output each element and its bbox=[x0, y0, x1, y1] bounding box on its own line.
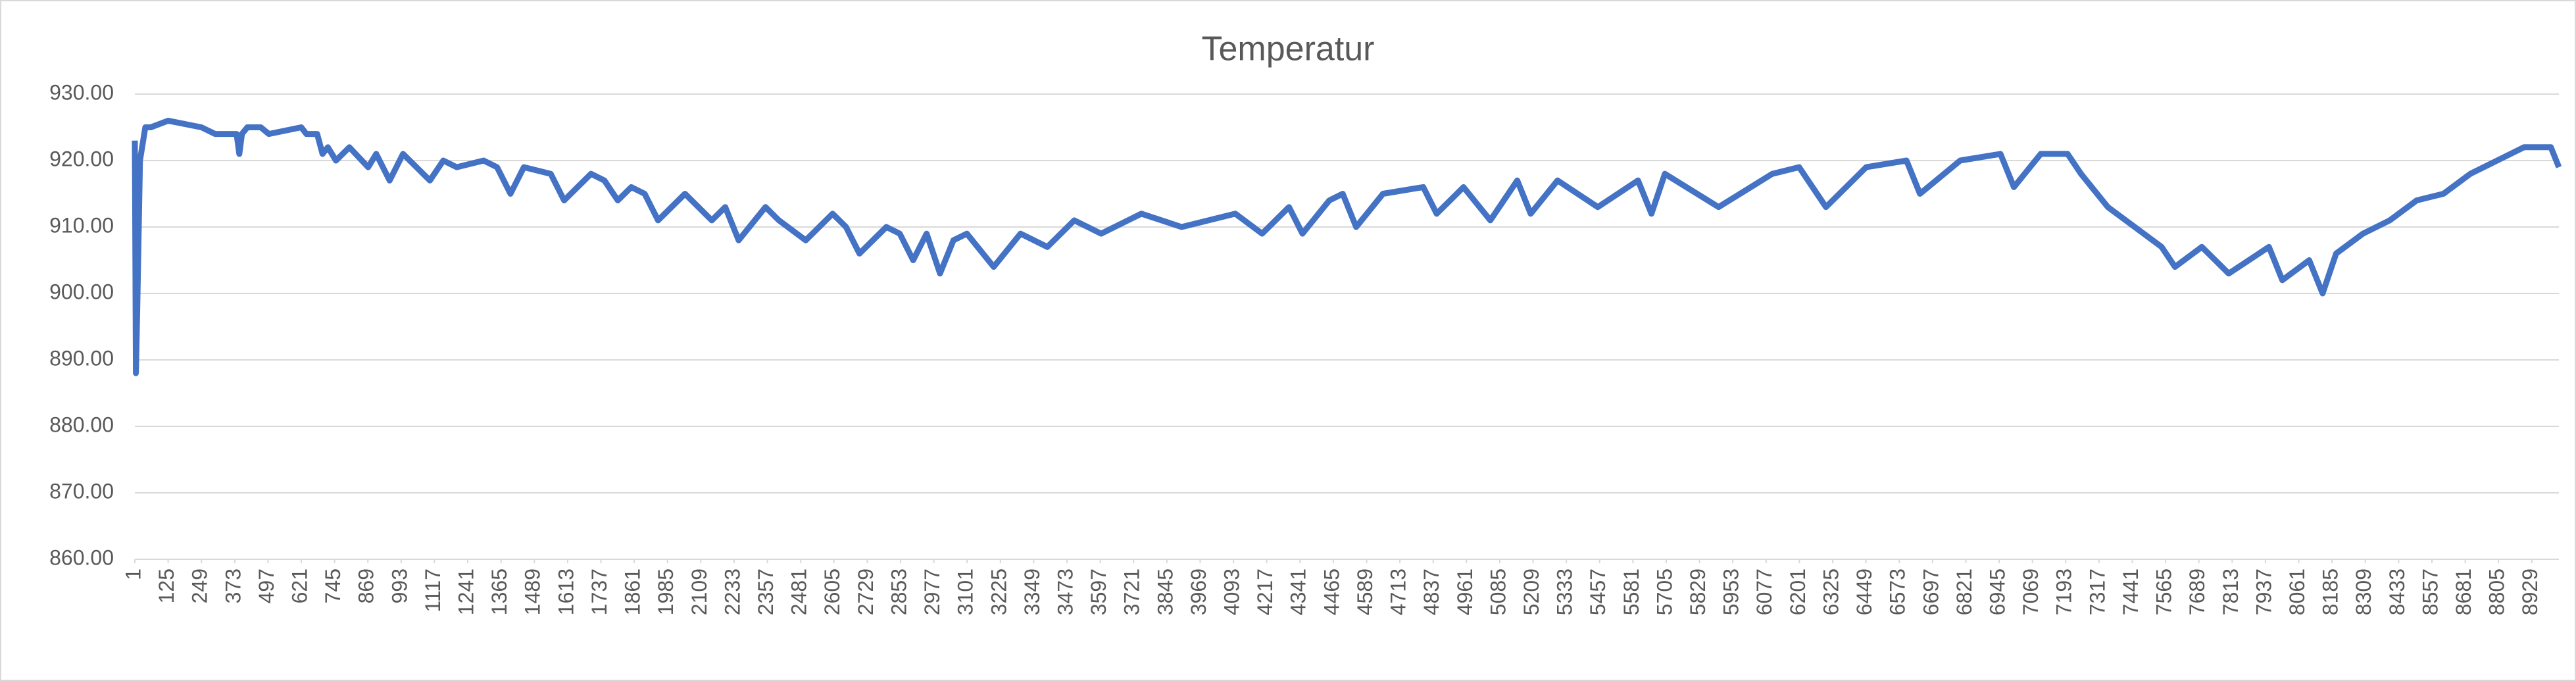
x-tick-label: 4093 bbox=[1220, 568, 1244, 615]
x-tick-label: 1489 bbox=[521, 568, 545, 615]
x-tick-label: 3349 bbox=[1020, 568, 1044, 615]
y-tick-label: 860.00 bbox=[49, 545, 114, 569]
x-tick-label: 249 bbox=[188, 568, 212, 603]
x-tick-label: 5333 bbox=[1553, 568, 1577, 615]
x-tick-label: 6077 bbox=[1752, 568, 1776, 615]
x-tick-label: 3969 bbox=[1187, 568, 1210, 615]
y-tick-label: 900.00 bbox=[49, 280, 114, 303]
x-tick-label: 7813 bbox=[2219, 568, 2242, 615]
x-tick-label: 1861 bbox=[621, 568, 645, 615]
x-tick-label: 5209 bbox=[1520, 568, 1543, 615]
x-tick-label: 3845 bbox=[1153, 568, 1177, 615]
x-tick-label: 2977 bbox=[920, 568, 944, 615]
y-tick-label: 880.00 bbox=[49, 413, 114, 436]
x-tick-label: 1241 bbox=[455, 568, 478, 615]
x-tick-label: 869 bbox=[355, 568, 378, 603]
x-tick-label: 8681 bbox=[2452, 568, 2475, 615]
x-tick-label: 6201 bbox=[1786, 568, 1810, 615]
x-tick-label: 4589 bbox=[1353, 568, 1377, 615]
x-tick-label: 7689 bbox=[2185, 568, 2209, 615]
x-tick-label: 7069 bbox=[2019, 568, 2043, 615]
x-tick-label: 7317 bbox=[2085, 568, 2109, 615]
x-tick-label: 1117 bbox=[421, 568, 445, 612]
x-tick-label: 373 bbox=[221, 568, 245, 603]
x-tick-label: 6449 bbox=[1852, 568, 1876, 615]
x-tick-label: 2233 bbox=[720, 568, 744, 615]
x-tick-label: 621 bbox=[287, 568, 311, 603]
x-tick-label: 4465 bbox=[1320, 568, 1343, 615]
x-tick-label: 8433 bbox=[2385, 568, 2409, 615]
x-tick-label: 4217 bbox=[1253, 568, 1277, 615]
x-tick-label: 1613 bbox=[554, 568, 578, 615]
x-tick-label: 8309 bbox=[2352, 568, 2375, 615]
x-tick-label: 6945 bbox=[1986, 568, 2010, 615]
x-tick-label: 2357 bbox=[754, 568, 778, 615]
x-tick-label: 2853 bbox=[887, 568, 910, 615]
x-tick-label: 4341 bbox=[1287, 568, 1310, 615]
y-tick-label: 910.00 bbox=[49, 213, 114, 237]
y-tick-label: 890.00 bbox=[49, 346, 114, 370]
x-tick-label: 5457 bbox=[1586, 568, 1610, 615]
x-tick-label: 497 bbox=[255, 568, 278, 603]
x-tick-label: 4837 bbox=[1420, 568, 1443, 615]
x-tick-label: 4961 bbox=[1453, 568, 1477, 615]
x-tick-label: 3721 bbox=[1120, 568, 1144, 615]
x-tick-label: 8929 bbox=[2518, 568, 2542, 615]
x-tick-label: 7441 bbox=[2119, 568, 2143, 615]
x-tick-label: 8805 bbox=[2485, 568, 2509, 615]
x-tick-label: 8061 bbox=[2285, 568, 2309, 615]
x-tick-label: 2109 bbox=[687, 568, 711, 615]
x-tick-label: 6573 bbox=[1886, 568, 1910, 615]
x-tick-label: 5829 bbox=[1686, 568, 1710, 615]
x-tick-label: 745 bbox=[321, 568, 345, 603]
x-tick-label: 3473 bbox=[1053, 568, 1077, 615]
data-line bbox=[132, 117, 2562, 376]
x-tick-label: 993 bbox=[387, 568, 411, 603]
x-tick-label: 2729 bbox=[854, 568, 878, 615]
y-tick-label: 870.00 bbox=[49, 479, 114, 503]
x-tick-label: 1985 bbox=[654, 568, 678, 615]
x-tick-label: 5953 bbox=[1720, 568, 1743, 615]
x-tick-label: 5085 bbox=[1486, 568, 1510, 615]
x-tick-label: 1365 bbox=[487, 568, 511, 615]
x-tick-label: 125 bbox=[155, 568, 178, 603]
x-tick-label: 3597 bbox=[1087, 568, 1110, 615]
x-tick-label: 1 bbox=[121, 568, 145, 580]
x-tick-label: 1737 bbox=[587, 568, 611, 615]
x-tick-label: 5581 bbox=[1620, 568, 1643, 615]
x-tick-label: 6821 bbox=[1952, 568, 1976, 615]
x-tick-label: 8557 bbox=[2418, 568, 2442, 615]
x-tick-label: 4713 bbox=[1387, 568, 1410, 615]
x-tick-label: 6697 bbox=[1919, 568, 1943, 615]
y-tick-label: 930.00 bbox=[49, 80, 114, 104]
x-tick-label: 3225 bbox=[987, 568, 1010, 615]
x-tick-label: 7565 bbox=[2152, 568, 2176, 615]
y-tick-label: 920.00 bbox=[49, 147, 114, 170]
x-tick-label: 6325 bbox=[1819, 568, 1843, 615]
x-tick-label: 3101 bbox=[954, 568, 978, 615]
x-tick-label: 5705 bbox=[1652, 568, 1676, 615]
x-tick-label: 2605 bbox=[820, 568, 844, 615]
x-tick-label: 2481 bbox=[787, 568, 811, 615]
chart-title: Temperatur bbox=[1202, 30, 1375, 68]
x-tick-label: 7193 bbox=[2052, 568, 2076, 615]
x-tick-label: 7937 bbox=[2252, 568, 2275, 615]
x-tick-label: 8185 bbox=[2319, 568, 2342, 615]
